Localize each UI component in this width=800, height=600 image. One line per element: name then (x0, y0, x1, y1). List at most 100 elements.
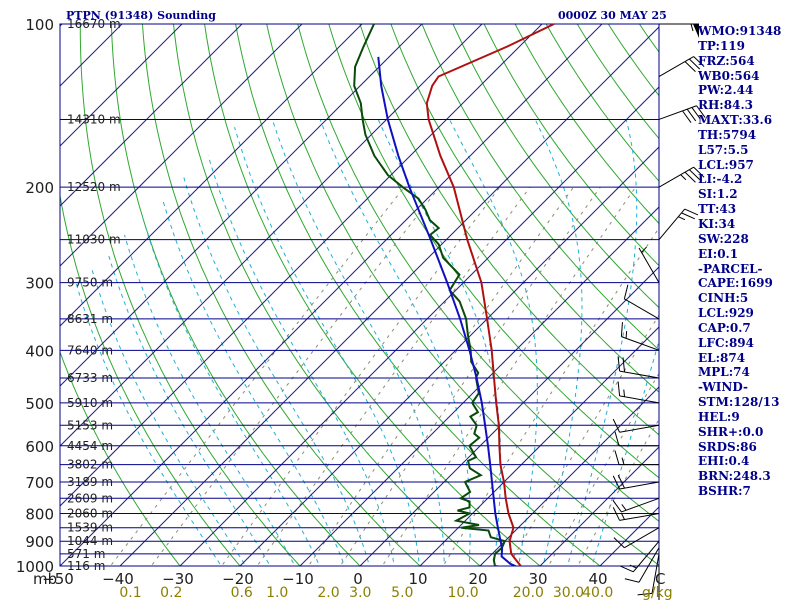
height-label: 2060 m (67, 507, 113, 521)
mixing-ratio-label: 20.0 (513, 585, 544, 600)
stat-line: KI:34 (698, 216, 736, 231)
moist-adiabat (90, 266, 247, 566)
stat-line: CINH:5 (698, 291, 749, 306)
moist-adiabat (591, 339, 659, 566)
mixing-ratio-line (339, 186, 601, 566)
mixing-ratio-label: 1.0 (266, 585, 288, 600)
dry-adiabat (235, 24, 601, 566)
wind-barb (612, 418, 660, 433)
temperature-label: 20 (468, 570, 487, 588)
mixing-ratio-label: 5.0 (391, 585, 413, 600)
isotherm (60, 24, 183, 147)
mixing-ratio-line (150, 186, 440, 566)
isotherm (0, 12, 14, 578)
height-label: 1044 m (67, 534, 113, 548)
wind-barb (614, 431, 659, 447)
temperature-label: −40 (102, 570, 134, 588)
wind-barb (614, 450, 659, 466)
pressure-label: 600 (25, 438, 54, 456)
stat-line: CAP:0.7 (698, 320, 751, 335)
stat-line: SW:228 (698, 231, 749, 246)
stat-line: BSHR:7 (698, 484, 751, 499)
wind-barb (620, 322, 660, 351)
isotherm (239, 146, 659, 566)
dry-adiabat (390, 24, 659, 393)
height-label: 5153 m (67, 418, 113, 432)
moist-adiabat (319, 119, 471, 566)
wind-barb (612, 497, 660, 513)
mixing-ratio-label: 3.0 (349, 585, 371, 600)
isotherm (60, 24, 243, 207)
height-label: 5910 m (67, 396, 113, 410)
parcel-line (377, 56, 518, 566)
dry-adiabat (266, 24, 659, 566)
moist-adiabat (107, 253, 271, 566)
pressure-unit-label: mb (33, 570, 57, 588)
temperature-label: −20 (222, 570, 254, 588)
stat-line: LFC:894 (698, 335, 754, 350)
profiles (353, 24, 555, 566)
height-label: 116 m (67, 559, 105, 573)
dry-adiabat (60, 192, 241, 566)
plot-border (59, 23, 660, 567)
dry-adiabat (60, 350, 181, 566)
mixing-ratio-label: 30.0 (553, 585, 584, 600)
height-label: 9750 m (67, 276, 113, 290)
stats-panel: WMO:91348 TP:119 FRZ:564 WB0:564 PW:2.44 RH:8… (698, 24, 798, 499)
stat-line: SRDS:86 (698, 439, 757, 454)
stat-line: TH:5794 (698, 127, 757, 142)
stat-line: LCL:929 (698, 306, 754, 321)
dewpoint-line (353, 24, 507, 566)
isotherm (359, 266, 659, 566)
stat-line: BRN:248.3 (698, 469, 771, 484)
stat-line: EL:874 (698, 350, 746, 365)
temperature-label: 0 (353, 570, 363, 588)
moist-adiabats (75, 119, 659, 566)
height-label: 6733 m (67, 371, 113, 385)
plot-frame (59, 23, 660, 567)
height-label: 3189 m (67, 475, 113, 489)
mixing-ratio-line (381, 186, 637, 566)
mixing-ratio-unit-label: g/kg (642, 585, 673, 600)
stat-line: PW:2.44 (698, 83, 754, 98)
isotherm (299, 206, 659, 566)
moist-adiabat (567, 119, 638, 566)
mixing-ratio-line (221, 186, 501, 566)
stat-line: EHI:0.4 (698, 454, 750, 469)
stat-line: RH:84.3 (698, 98, 753, 113)
height-labels: 16670 m 14310 m 12520 m 11030 m 9750 m 8631 m… (67, 17, 121, 573)
sounding-time: 0000Z 30 MAY 25 (558, 9, 667, 22)
mixing-ratio-label: 40.0 (582, 585, 613, 600)
temperature-label: −30 (162, 570, 194, 588)
mixing-ratio-line (109, 186, 405, 566)
stat-line: WMO:91348 (698, 24, 782, 38)
dry-adiabat (79, 24, 301, 566)
wind-barb (658, 56, 705, 77)
wind-barb (658, 208, 699, 241)
dry-adiabat (421, 24, 659, 351)
height-label: 8631 m (67, 312, 113, 326)
mixing-ratio-axis-labels: 0.1 0.2 0.6 1.0 2.0 3.0 5.0 10.0 20.0 30.040.0 g/k… (119, 585, 672, 600)
stat-line: -PARCEL- (698, 261, 763, 276)
dry-adiabat (483, 24, 659, 267)
dry-adiabat (141, 24, 421, 566)
stat-line: SHR+:0.0 (698, 424, 764, 439)
isotherm (60, 24, 603, 566)
wind-barb (617, 356, 660, 379)
isotherm (60, 24, 363, 327)
stat-line: EI:0.1 (698, 246, 739, 261)
isotherm (419, 326, 659, 566)
stat-line: SI:1.2 (698, 187, 738, 202)
wind-barb (613, 527, 660, 549)
pressure-label: 700 (25, 474, 54, 492)
mixing-ratio-label: 0.1 (119, 585, 141, 600)
stat-line: HEL:9 (698, 409, 740, 424)
mixing-ratio-line (256, 186, 531, 566)
dry-adiabat (172, 24, 481, 566)
isotherm (60, 24, 303, 267)
mixing-ratio-line (442, 227, 659, 566)
stat-line: MPL:74 (698, 365, 750, 380)
moist-adiabat (377, 119, 502, 566)
wind-barbs (612, 23, 706, 600)
